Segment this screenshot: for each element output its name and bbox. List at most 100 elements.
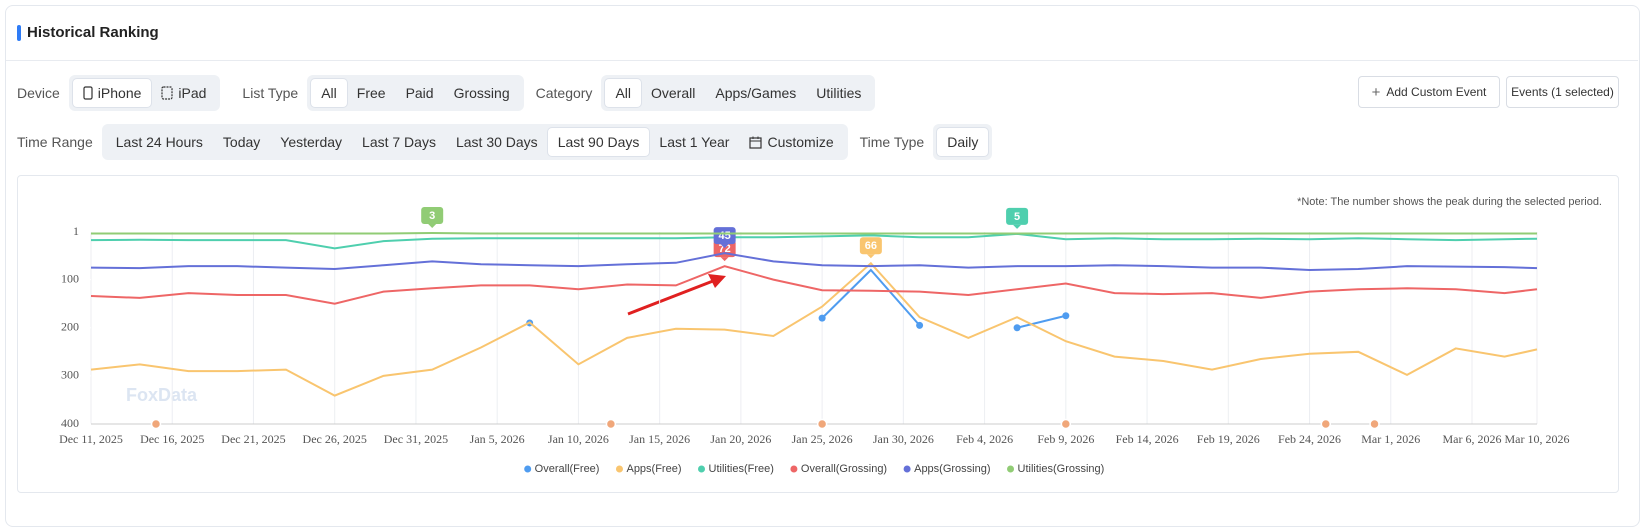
option[interactable]: Overall	[641, 79, 705, 107]
option[interactable]: Last 90 Days	[548, 128, 650, 156]
data-point	[1062, 312, 1069, 319]
x-tick-label: Jan 10, 2026	[548, 432, 609, 446]
x-tick-label: Dec 21, 2025	[221, 432, 285, 446]
segmented-control: Last 24 Hours Today Yesterday Last 7 Day…	[102, 124, 848, 160]
accent-bar	[17, 25, 21, 41]
legend-label: Apps(Grossing)	[914, 463, 990, 475]
peak-pointer	[721, 257, 729, 261]
y-tick-label: 300	[61, 368, 79, 382]
segmented-control: Daily	[933, 124, 992, 160]
legend: Overall(Free) Apps(Free) Utilities(Free) Ov…	[524, 463, 1104, 475]
y-tick-label: 1	[73, 224, 79, 238]
x-tick-label: Feb 24, 2026	[1278, 432, 1341, 446]
series-line	[91, 253, 1537, 270]
peak-value: 5	[1014, 211, 1020, 223]
x-tick-label: Dec 26, 2025	[303, 432, 367, 446]
filter-label: Category	[536, 85, 593, 101]
option-text: iPhone	[98, 85, 142, 101]
peak-pointer	[867, 254, 875, 258]
tablet-icon	[161, 86, 173, 100]
data-point	[819, 315, 826, 322]
option[interactable]: Paid	[396, 79, 444, 107]
y-tick-label: 400	[61, 416, 79, 430]
series-line	[822, 270, 919, 325]
x-tick-label: Feb 4, 2026	[956, 432, 1013, 446]
series-line	[91, 234, 1537, 248]
legend-swatch	[790, 466, 797, 473]
option[interactable]: Utilities	[806, 79, 871, 107]
event-marker	[818, 420, 827, 429]
option[interactable]: Today	[213, 128, 270, 156]
chart-note: *Note: The number shows the peak during …	[1297, 196, 1602, 208]
filter-row: Device iPhone iPad List Type All Free Pa…	[17, 75, 887, 111]
x-tick-label: Jan 25, 2026	[792, 432, 853, 446]
option[interactable]: Yesterday	[270, 128, 352, 156]
option[interactable]: All	[311, 79, 347, 107]
x-tick-label: Mar 10, 2026	[1505, 432, 1570, 446]
divider	[6, 60, 1638, 61]
x-tick-label: Jan 5, 2026	[470, 432, 525, 446]
x-tick-label: Mar 6, 2026	[1443, 432, 1502, 446]
section-title: Historical Ranking	[27, 24, 159, 41]
legend-label: Apps(Free)	[626, 463, 681, 475]
data-point	[916, 322, 923, 329]
option[interactable]: Daily	[937, 128, 988, 156]
filter-label: Time Type	[860, 134, 925, 150]
segmented-control: All Free Paid Grossing	[307, 75, 523, 111]
chart-card: *Note: The number shows the peak during …	[17, 175, 1619, 493]
event-marker	[1061, 420, 1070, 429]
option[interactable]: Last 1 Year	[649, 128, 739, 156]
series-line	[91, 266, 1537, 304]
filter-label: Device	[17, 85, 60, 101]
peak-value: 66	[865, 240, 877, 252]
option[interactable]: Last 30 Days	[446, 128, 548, 156]
option[interactable]: Customize	[739, 128, 843, 156]
peak-label: 66	[860, 237, 882, 258]
event-marker	[1370, 420, 1379, 429]
x-tick-label: Dec 16, 2025	[140, 432, 204, 446]
series-line	[91, 263, 1537, 395]
x-tick-label: Mar 1, 2026	[1361, 432, 1420, 446]
add-event-button[interactable]: +Add Custom Event	[1358, 76, 1500, 108]
filter-label: List Type	[242, 85, 298, 101]
peak-pointer	[1013, 225, 1021, 229]
watermark: FoxData	[126, 385, 198, 405]
option[interactable]: All	[605, 79, 641, 107]
chart: *Note: The number shows the peak during …	[18, 176, 1618, 492]
option[interactable]: Apps/Games	[705, 79, 806, 107]
x-tick-label: Dec 11, 2025	[59, 432, 123, 446]
event-marker	[151, 420, 160, 429]
phone-icon	[83, 86, 93, 100]
x-tick-label: Feb 14, 2026	[1116, 432, 1179, 446]
legend-label: Overall(Grossing)	[801, 463, 887, 475]
data-point	[1014, 324, 1021, 331]
option[interactable]: iPhone	[73, 79, 152, 107]
option[interactable]: Last 24 Hours	[106, 128, 213, 156]
legend-swatch	[904, 466, 911, 473]
legend-swatch	[698, 466, 705, 473]
option[interactable]: Grossing	[444, 79, 520, 107]
event-marker	[606, 420, 615, 429]
option-text: Customize	[767, 134, 833, 150]
event-marker	[1321, 420, 1330, 429]
filter-label: Time Range	[17, 134, 93, 150]
calendar-icon	[749, 136, 762, 149]
page: Historical Ranking Device iPhone iPad Li…	[0, 0, 1650, 501]
legend-swatch	[524, 466, 531, 473]
peak-value: 3	[429, 210, 435, 222]
x-tick-label: Jan 20, 2026	[710, 432, 771, 446]
x-tick-label: Jan 15, 2026	[629, 432, 690, 446]
option-text: iPad	[178, 85, 206, 101]
legend-label: Utilities(Free)	[709, 463, 774, 475]
filter-row: Time Range Last 24 Hours Today Yesterday…	[17, 124, 1004, 160]
x-tick-label: Feb 19, 2026	[1197, 432, 1260, 446]
y-tick-label: 100	[61, 271, 79, 285]
option[interactable]: Free	[347, 79, 396, 107]
legend-label: Overall(Free)	[535, 463, 600, 475]
events-button[interactable]: Events (1 selected)	[1506, 76, 1619, 108]
option[interactable]: iPad	[151, 79, 216, 107]
x-tick-label: Feb 9, 2026	[1037, 432, 1094, 446]
segmented-control: All Overall Apps/Games Utilities	[601, 75, 875, 111]
option[interactable]: Last 7 Days	[352, 128, 446, 156]
y-tick-label: 200	[61, 320, 79, 334]
